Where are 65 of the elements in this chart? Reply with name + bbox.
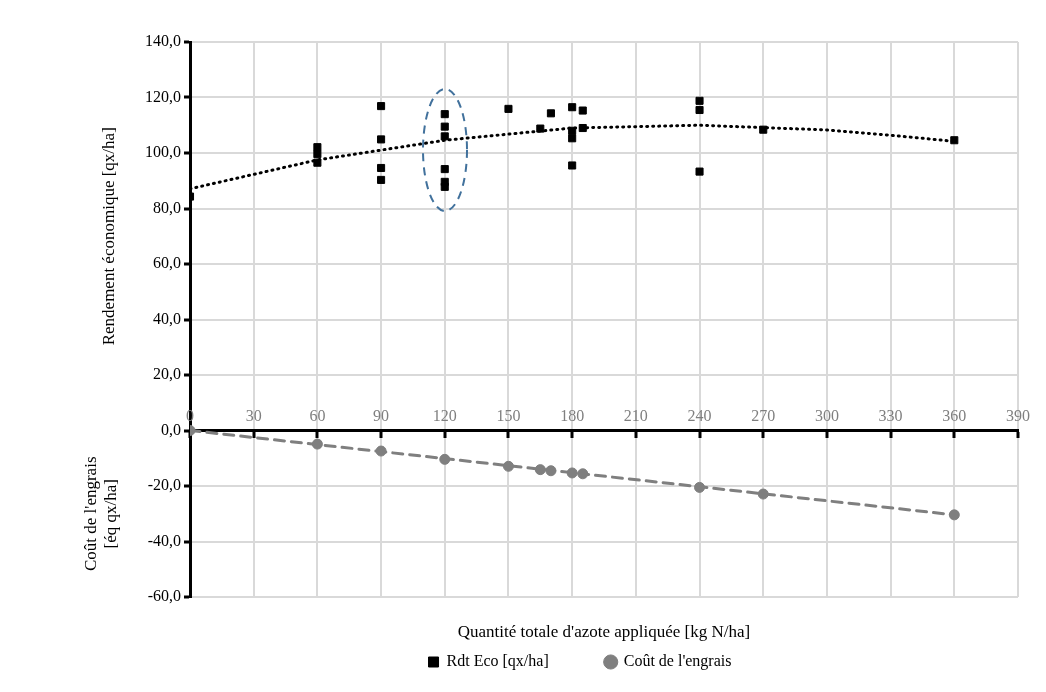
x-tick-label: 150 — [496, 406, 521, 424]
point — [377, 175, 386, 184]
x-tick-label: 120 — [432, 406, 457, 424]
point — [311, 438, 323, 450]
y-tick-label: 60,0 — [153, 254, 181, 272]
point — [502, 460, 514, 472]
point — [578, 123, 587, 133]
point — [566, 467, 578, 479]
point — [440, 122, 449, 131]
point — [546, 109, 555, 118]
y-tick-label: 120,0 — [145, 87, 181, 105]
x-axis-title: Quantité totale d'azote appliquée [kg N/ha] — [457, 622, 751, 642]
point — [313, 158, 322, 167]
point — [577, 468, 589, 480]
x-tick-label: 210 — [623, 406, 648, 424]
point — [759, 125, 768, 134]
point — [504, 104, 513, 113]
point — [313, 150, 322, 159]
point — [568, 134, 577, 143]
x-tick-label: 360 — [942, 406, 967, 424]
point — [568, 161, 577, 170]
y-tick-label: -60,0 — [147, 587, 181, 605]
x-tick-label: 390 — [1006, 406, 1030, 424]
point — [536, 124, 545, 133]
y-tick-label: -40,0 — [147, 531, 181, 549]
point — [377, 163, 386, 173]
x-tick-label: 270 — [751, 406, 776, 424]
x-tick-label: 180 — [560, 406, 585, 424]
point — [950, 136, 959, 145]
y-tick-label: 80,0 — [153, 198, 181, 216]
x-tick-label: 60 — [309, 406, 326, 424]
y-tick-label: 20,0 — [153, 365, 181, 383]
point — [375, 445, 387, 457]
legend-label: Rdt Eco [qx/ha] — [446, 652, 549, 671]
point — [757, 488, 769, 500]
point — [695, 105, 704, 115]
x-tick-label: 30 — [245, 406, 262, 424]
point — [545, 465, 557, 477]
x-tick-label: 90 — [373, 406, 390, 424]
y-tick-label: -20,0 — [147, 476, 181, 494]
point — [440, 165, 449, 174]
point — [440, 182, 449, 191]
point — [440, 132, 449, 141]
point — [313, 143, 322, 152]
legend-label: Coût de l'engrais — [623, 652, 732, 671]
point — [377, 135, 386, 144]
text: Coût de l'engrais [éq qx/ha] — [81, 456, 121, 571]
point — [534, 464, 546, 476]
x-tick-label: 300 — [814, 406, 839, 424]
y-tick-label: 40,0 — [153, 309, 181, 327]
point — [440, 110, 449, 119]
x-tick-label: 330 — [878, 406, 903, 424]
point — [377, 102, 386, 111]
point — [578, 106, 587, 115]
x-tick-label: 240 — [687, 406, 712, 424]
point — [948, 509, 960, 521]
point — [695, 167, 704, 176]
y-tick-label: 0,0 — [161, 420, 181, 438]
point — [695, 96, 704, 105]
y-axis-title: Rendement économique [qx/ha] — [99, 127, 119, 346]
y-tick-label: 140,0 — [145, 32, 181, 50]
point — [568, 103, 577, 112]
point — [439, 453, 451, 465]
point — [694, 481, 706, 493]
y-tick-label: 100,0 — [145, 143, 181, 161]
